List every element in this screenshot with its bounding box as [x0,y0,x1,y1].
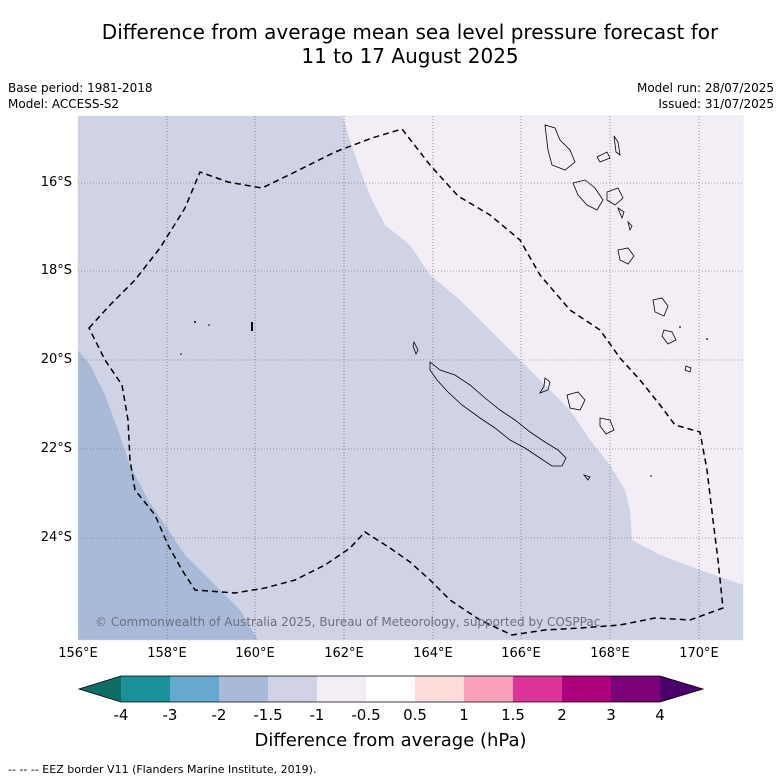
copyright-notice: © Commonwealth of Australia 2025, Bureau… [95,615,601,629]
colorbar [77,675,705,703]
colorbar-tick-label: -2 [211,706,227,724]
colorbar-tick-label: -1.5 [253,706,283,724]
map-title-line2: 11 to 17 August 2025 [301,44,519,68]
vanuatu-islands [544,124,692,373]
small-islets [180,321,708,477]
model-label: Model: ACCESS-S2 [8,97,120,111]
colorbar-bin [366,676,415,702]
lat-label-24s: 24°S [40,530,72,545]
colorbar-bin [121,676,170,702]
eez-border [88,128,724,636]
anomaly-region-minus1-to-minus0.5 [343,116,743,585]
loyalty-island-ouvea [539,377,551,394]
issued-label: Issued: 31/07/2025 [658,97,774,111]
colorbar-bin [513,676,562,702]
lon-label-164e: 164°E [413,646,453,661]
model-run-label: Model run: 28/07/2025 [636,81,774,95]
colorbar-tick-label: -1 [309,706,325,724]
lat-label-18s: 18°S [40,263,72,278]
lon-label-166e: 166°E [501,646,541,661]
colorbar-extend-high [660,676,703,702]
colorbar-extend-low [79,676,121,702]
colorbar-bin [268,676,317,702]
colorbar-title: Difference from average (hPa) [254,730,527,751]
lon-label-156e: 156°E [58,646,98,661]
lon-label-168e: 168°E [590,646,630,661]
lon-label-162e: 162°E [324,646,364,661]
graticule [78,116,743,640]
belep-islands [412,340,419,355]
lat-label-20s: 20°S [40,352,72,367]
colorbar-bin [219,676,268,702]
colorbar-tick-label: -0.5 [351,706,381,724]
colorbar-tick-label: 1.5 [501,706,525,724]
colorbar-tick-label: 4 [655,706,665,724]
base-period-label: Base period: 1981-2018 [8,81,153,95]
new-caledonia-island [429,361,567,467]
colorbar-outline [77,675,705,703]
eez-legend-note: -- -- -- EEZ border V11 (Flanders Marine… [8,763,317,776]
colorbar-tick-label: 0.5 [403,706,427,724]
isle-of-pines [582,474,591,481]
map-frame [77,115,744,641]
colorbar-tick-label: -3 [162,706,178,724]
loyalty-island-mare [599,417,615,435]
lon-label-160e: 160°E [235,646,275,661]
colorbar-tick-label: -4 [113,706,129,724]
lon-label-158e: 158°E [147,646,187,661]
colorbar-bin [611,676,660,702]
loyalty-island-lifou [566,391,586,411]
colorbar-tick-label: 2 [557,706,567,724]
anomaly-region-minus2-to-minus1.5 [78,350,258,640]
colorbar-bin [562,676,611,702]
lon-label-170e: 170°E [679,646,719,661]
colorbar-bin [317,676,366,702]
colorbar-bin [170,676,219,702]
lat-label-22s: 22°S [40,441,72,456]
map-title-line1: Difference from average mean sea level p… [101,20,719,44]
colorbar-bin [464,676,513,702]
colorbar-tick-label: 3 [606,706,616,724]
lat-label-16s: 16°S [40,175,72,190]
colorbar-tick-label: 1 [459,706,469,724]
colorbar-bin [415,676,464,702]
